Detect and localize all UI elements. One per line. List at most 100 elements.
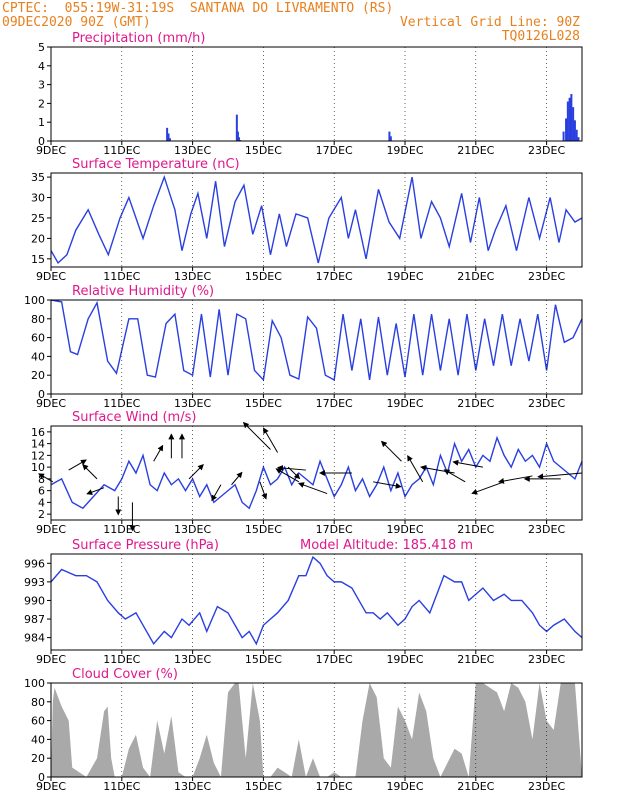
precip-bar xyxy=(575,129,578,141)
x-tick-label: 17DEC xyxy=(316,523,353,536)
wind-arrow xyxy=(242,421,271,450)
panel-3: Surface Wind (m/s) 9DEC 11DEC 13DEC 15DEC 17D… xyxy=(31,410,583,536)
y-tick-label: 40 xyxy=(31,350,45,363)
x-tick-label: 9DEC xyxy=(36,780,66,793)
x-tick-label: 19DEC xyxy=(386,397,423,410)
x-tick-label: 19DEC xyxy=(386,780,423,793)
y-tick-label: 990 xyxy=(24,594,45,607)
y-tick-label: 20 xyxy=(31,369,45,382)
series-line xyxy=(50,435,583,510)
y-tick-label: 4 xyxy=(38,496,45,509)
y-tick-label: 6 xyxy=(38,485,45,498)
panel-title: Cloud Cover (%) xyxy=(72,667,178,682)
panel-title: Precipitation (mm/h) xyxy=(72,31,205,46)
y-tick-label: 987 xyxy=(24,613,45,626)
x-tick-label: 19DEC xyxy=(386,523,423,536)
x-tick-label: 11DEC xyxy=(103,780,140,793)
panel-frame xyxy=(50,299,583,395)
precip-bar xyxy=(167,133,170,141)
x-tick-label: 23DEC xyxy=(528,523,565,536)
y-tick-label: 60 xyxy=(31,715,45,728)
y-tick-label: 60 xyxy=(31,332,45,345)
x-tick-label: 23DEC xyxy=(528,780,565,793)
series-line xyxy=(50,555,583,646)
x-tick-label: 19DEC xyxy=(386,270,423,283)
panel-2: Relative Humidity (%) 9DEC 11DEC 13DEC 15DEC… xyxy=(24,284,583,410)
x-tick-label: 11DEC xyxy=(103,653,140,666)
precip-bar xyxy=(237,137,240,141)
precip-bar xyxy=(570,94,573,141)
x-tick-label: 13DEC xyxy=(174,270,211,283)
x-tick-label: 21DEC xyxy=(457,780,494,793)
precip-bar xyxy=(568,97,571,141)
x-tick-label: 11DEC xyxy=(103,523,140,536)
y-tick-label: 2 xyxy=(38,97,45,110)
y-tick-label: 30 xyxy=(31,192,45,205)
x-tick-label: 9DEC xyxy=(36,397,66,410)
y-tick-label: 996 xyxy=(24,557,45,570)
x-tick-label: 15DEC xyxy=(245,523,282,536)
header-issue-time: 09DEC2020 90Z (GMT) xyxy=(2,15,151,30)
y-tick-label: 12 xyxy=(31,449,45,462)
x-tick-label: 17DEC xyxy=(316,780,353,793)
wind-arrow xyxy=(407,454,424,483)
x-tick-label: 11DEC xyxy=(103,397,140,410)
x-tick-label: 21DEC xyxy=(457,270,494,283)
wind-arrow xyxy=(471,481,505,495)
wind-arrow xyxy=(373,481,402,489)
y-tick-label: 993 xyxy=(24,576,45,589)
wind-arrow xyxy=(537,472,583,480)
x-tick-label: 15DEC xyxy=(245,653,282,666)
y-tick-label: 3 xyxy=(38,79,45,92)
panel-frame xyxy=(50,425,583,521)
y-tick-label: 8 xyxy=(38,473,45,486)
wind-arrow xyxy=(263,427,278,453)
precip-bar xyxy=(166,127,169,141)
wind-arrow xyxy=(38,473,54,483)
x-tick-label: 9DEC xyxy=(36,270,66,283)
x-tick-label: 15DEC xyxy=(245,397,282,410)
x-tick-label: 17DEC xyxy=(316,397,353,410)
precip-bar xyxy=(572,107,575,141)
header-grid-note: Vertical Grid Line: 90Z xyxy=(399,15,580,30)
wind-arrow xyxy=(276,465,306,472)
panel-title: Surface Wind (m/s) xyxy=(72,410,196,425)
y-tick-label: 35 xyxy=(31,171,45,184)
y-tick-label: 100 xyxy=(24,677,45,690)
panel-frame xyxy=(50,553,583,651)
y-tick-label: 15 xyxy=(31,253,45,266)
y-tick-label: 2 xyxy=(38,508,45,521)
y-tick-label: 0 xyxy=(38,771,45,784)
x-tick-label: 23DEC xyxy=(528,270,565,283)
y-tick-label: 5 xyxy=(38,41,45,54)
wind-arrow xyxy=(86,487,105,495)
x-tick-label: 15DEC xyxy=(245,144,282,157)
y-tick-label: 40 xyxy=(31,733,45,746)
wind-arrow xyxy=(443,469,466,483)
x-tick-label: 19DEC xyxy=(386,653,423,666)
wind-arrow xyxy=(82,464,98,480)
header-model-id: TQ0126L028 xyxy=(501,29,580,44)
precip-bar xyxy=(168,138,171,141)
wind-arrow xyxy=(380,440,402,462)
precip-bar xyxy=(562,131,565,141)
precip-bar xyxy=(236,131,239,141)
y-tick-label: 0 xyxy=(38,388,45,401)
x-tick-label: 9DEC xyxy=(36,653,66,666)
x-tick-label: 21DEC xyxy=(457,653,494,666)
wind-arrow xyxy=(188,464,204,480)
x-tick-label: 21DEC xyxy=(457,144,494,157)
panel-5: Cloud Cover (%) 9DEC 11DEC 13DEC 15DEC 17DEC 1… xyxy=(24,667,583,793)
y-tick-label: 20 xyxy=(31,232,45,245)
wind-arrow xyxy=(259,481,268,500)
y-tick-label: 14 xyxy=(31,438,45,451)
y-tick-label: 4 xyxy=(38,60,45,73)
series-line xyxy=(50,299,583,382)
wind-arrow xyxy=(297,482,328,495)
panel-frame xyxy=(50,46,583,142)
x-tick-label: 17DEC xyxy=(316,144,353,157)
x-tick-label: 13DEC xyxy=(174,397,211,410)
x-tick-label: 21DEC xyxy=(457,523,494,536)
y-tick-label: 0 xyxy=(38,135,45,148)
